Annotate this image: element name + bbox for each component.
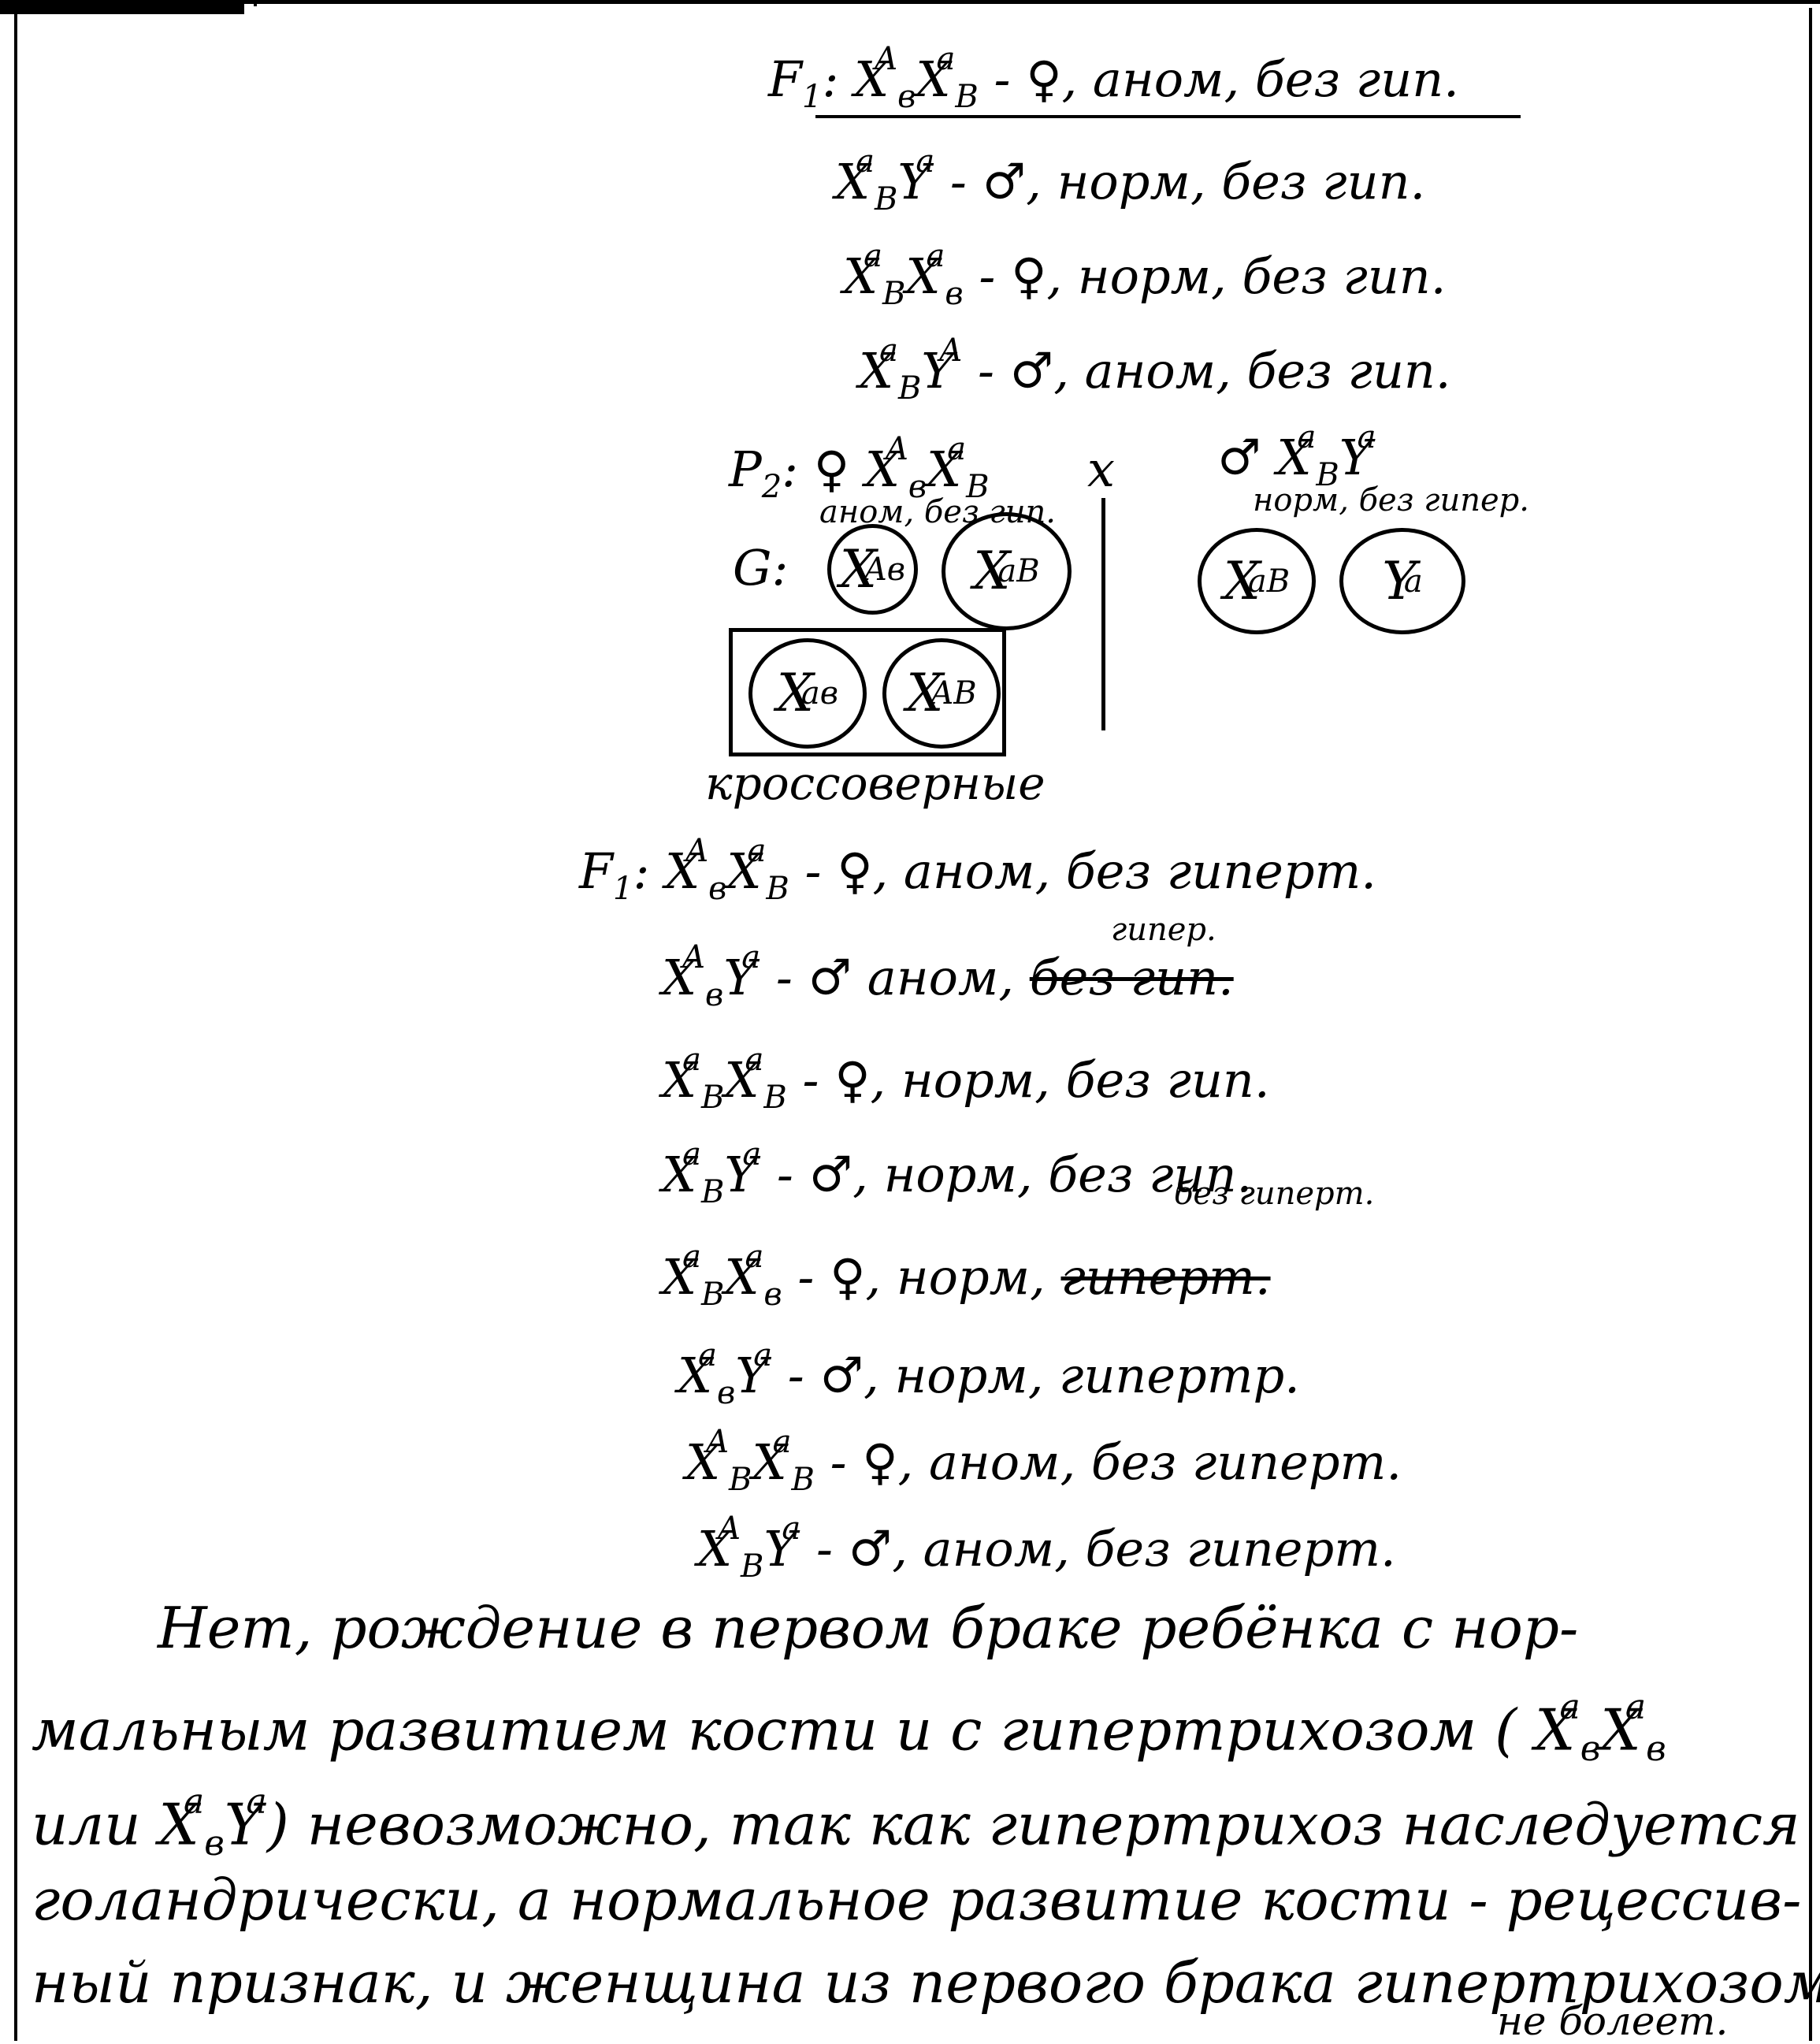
first-f1-row-4: XaВYA - ♂, аном, без гип. [859,333,1451,407]
second-f1-row-8: XAВYa - ♂, аном, без гиперт. [697,1511,1396,1585]
p2-cross-sign: x [1087,440,1115,498]
right-border [1809,8,1812,2041]
conclusion-line-2: мальным развитием кости и с гипертрихозо… [32,1687,1666,1769]
gametes-label: G: [733,539,789,596]
second-f1-row-3: XaВXaВ - ♀, норм, без гип. [662,1042,1270,1116]
first-f1-row-1: F1: XAвXaВ - ♀, аном, без гип. [768,41,1459,115]
p2-male-phenotype: норм, без гипер. [1253,482,1529,518]
conclusion-line-4: голандрически, а нормальное развитие кос… [32,1867,1802,1933]
second-f1-row-1: F1: XAвXaВ - ♀, аном, без гиперт. [579,833,1377,907]
second-row-2-correction: гипер. [1111,912,1216,948]
first-f1-row-3: XaВXaв - ♀, норм, без гип. [843,238,1447,312]
conclusion-line-3: или XaвYa) невозможно, так как гипертрих… [32,1782,1800,1864]
p2-male-line: ♂ XaВYa [1217,419,1376,493]
second-row-5-correction: без гиперт. [1174,1176,1375,1212]
second-f1-row-7: XAВXaВ - ♀, аном, без гиперт. [685,1424,1402,1498]
conclusion-line-6: не болеет. [1497,1998,1729,2044]
gamete-divider [1101,498,1105,730]
second-f1-row-6: XaвYa - ♂, норм, гипертр. [678,1337,1300,1411]
second-f1-row-2: XAвYa - ♂ аном, без гип. [662,939,1234,1013]
p2-female-line: P2: ♀ XAвXaВ [729,431,990,505]
first-f1-label: F [768,50,803,108]
second-f1-row-5: XaВXaв - ♀, норм, гиперт. [662,1239,1271,1313]
conclusion-line-1: Нет, рождение в первом браке ребёнка с н… [158,1595,1579,1661]
second-f1-row-4: XaВYa - ♂, норм, без гип. [662,1136,1253,1210]
top-border [0,0,1820,11]
first-f1-underline [815,115,1521,118]
crossover-label: кроссоверные [705,756,1046,810]
left-border [14,8,17,2041]
crossover-gametes-box [729,628,1006,756]
conclusion-line-5: ный признак, и женщина из первого брака … [32,1949,1820,2016]
first-f1-row-2: XaВYa - ♂, норм, без гип. [835,143,1426,217]
